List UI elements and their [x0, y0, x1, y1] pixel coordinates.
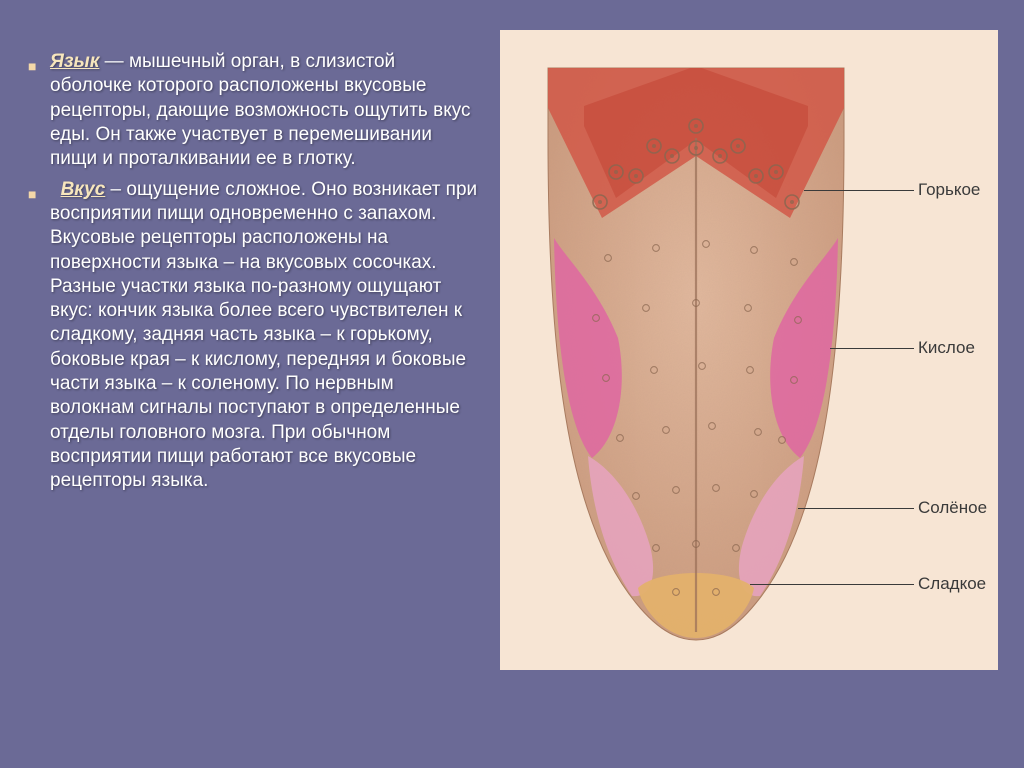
term-taste: Вкус	[61, 179, 106, 200]
leader-bitter	[804, 190, 914, 191]
label-sweet: Сладкое	[918, 574, 986, 594]
bullet-icon: ■	[28, 178, 50, 494]
text-column: ■ Язык — мышечный орган, в слизистой обо…	[0, 0, 490, 768]
label-sour: Кислое	[918, 338, 975, 358]
paragraph-2-text: Вкус – ощущение сложное. Оно возникает п…	[50, 178, 482, 494]
leader-sweet	[750, 584, 914, 585]
label-bitter: Горькое	[918, 180, 980, 200]
paragraph-2: ■ Вкус – ощущение сложное. Оно возникает…	[28, 178, 482, 494]
paragraph-1-text: Язык — мышечный орган, в слизистой оболо…	[50, 50, 482, 172]
leader-salty	[798, 508, 914, 509]
para2-body: – ощущение сложное. Оно возникает при во…	[50, 179, 477, 492]
term-tongue: Язык	[50, 51, 99, 72]
leader-sour	[830, 348, 914, 349]
diagram-column: Горькое Кислое Солёное Сладкое	[490, 0, 1024, 768]
diagram-frame: Горькое Кислое Солёное Сладкое	[500, 30, 998, 670]
label-salty: Солёное	[918, 498, 987, 518]
para1-body: — мышечный орган, в слизистой оболочке к…	[50, 51, 471, 169]
tongue-diagram	[526, 48, 866, 648]
bullet-icon: ■	[28, 50, 50, 172]
paragraph-1: ■ Язык — мышечный орган, в слизистой обо…	[28, 50, 482, 172]
